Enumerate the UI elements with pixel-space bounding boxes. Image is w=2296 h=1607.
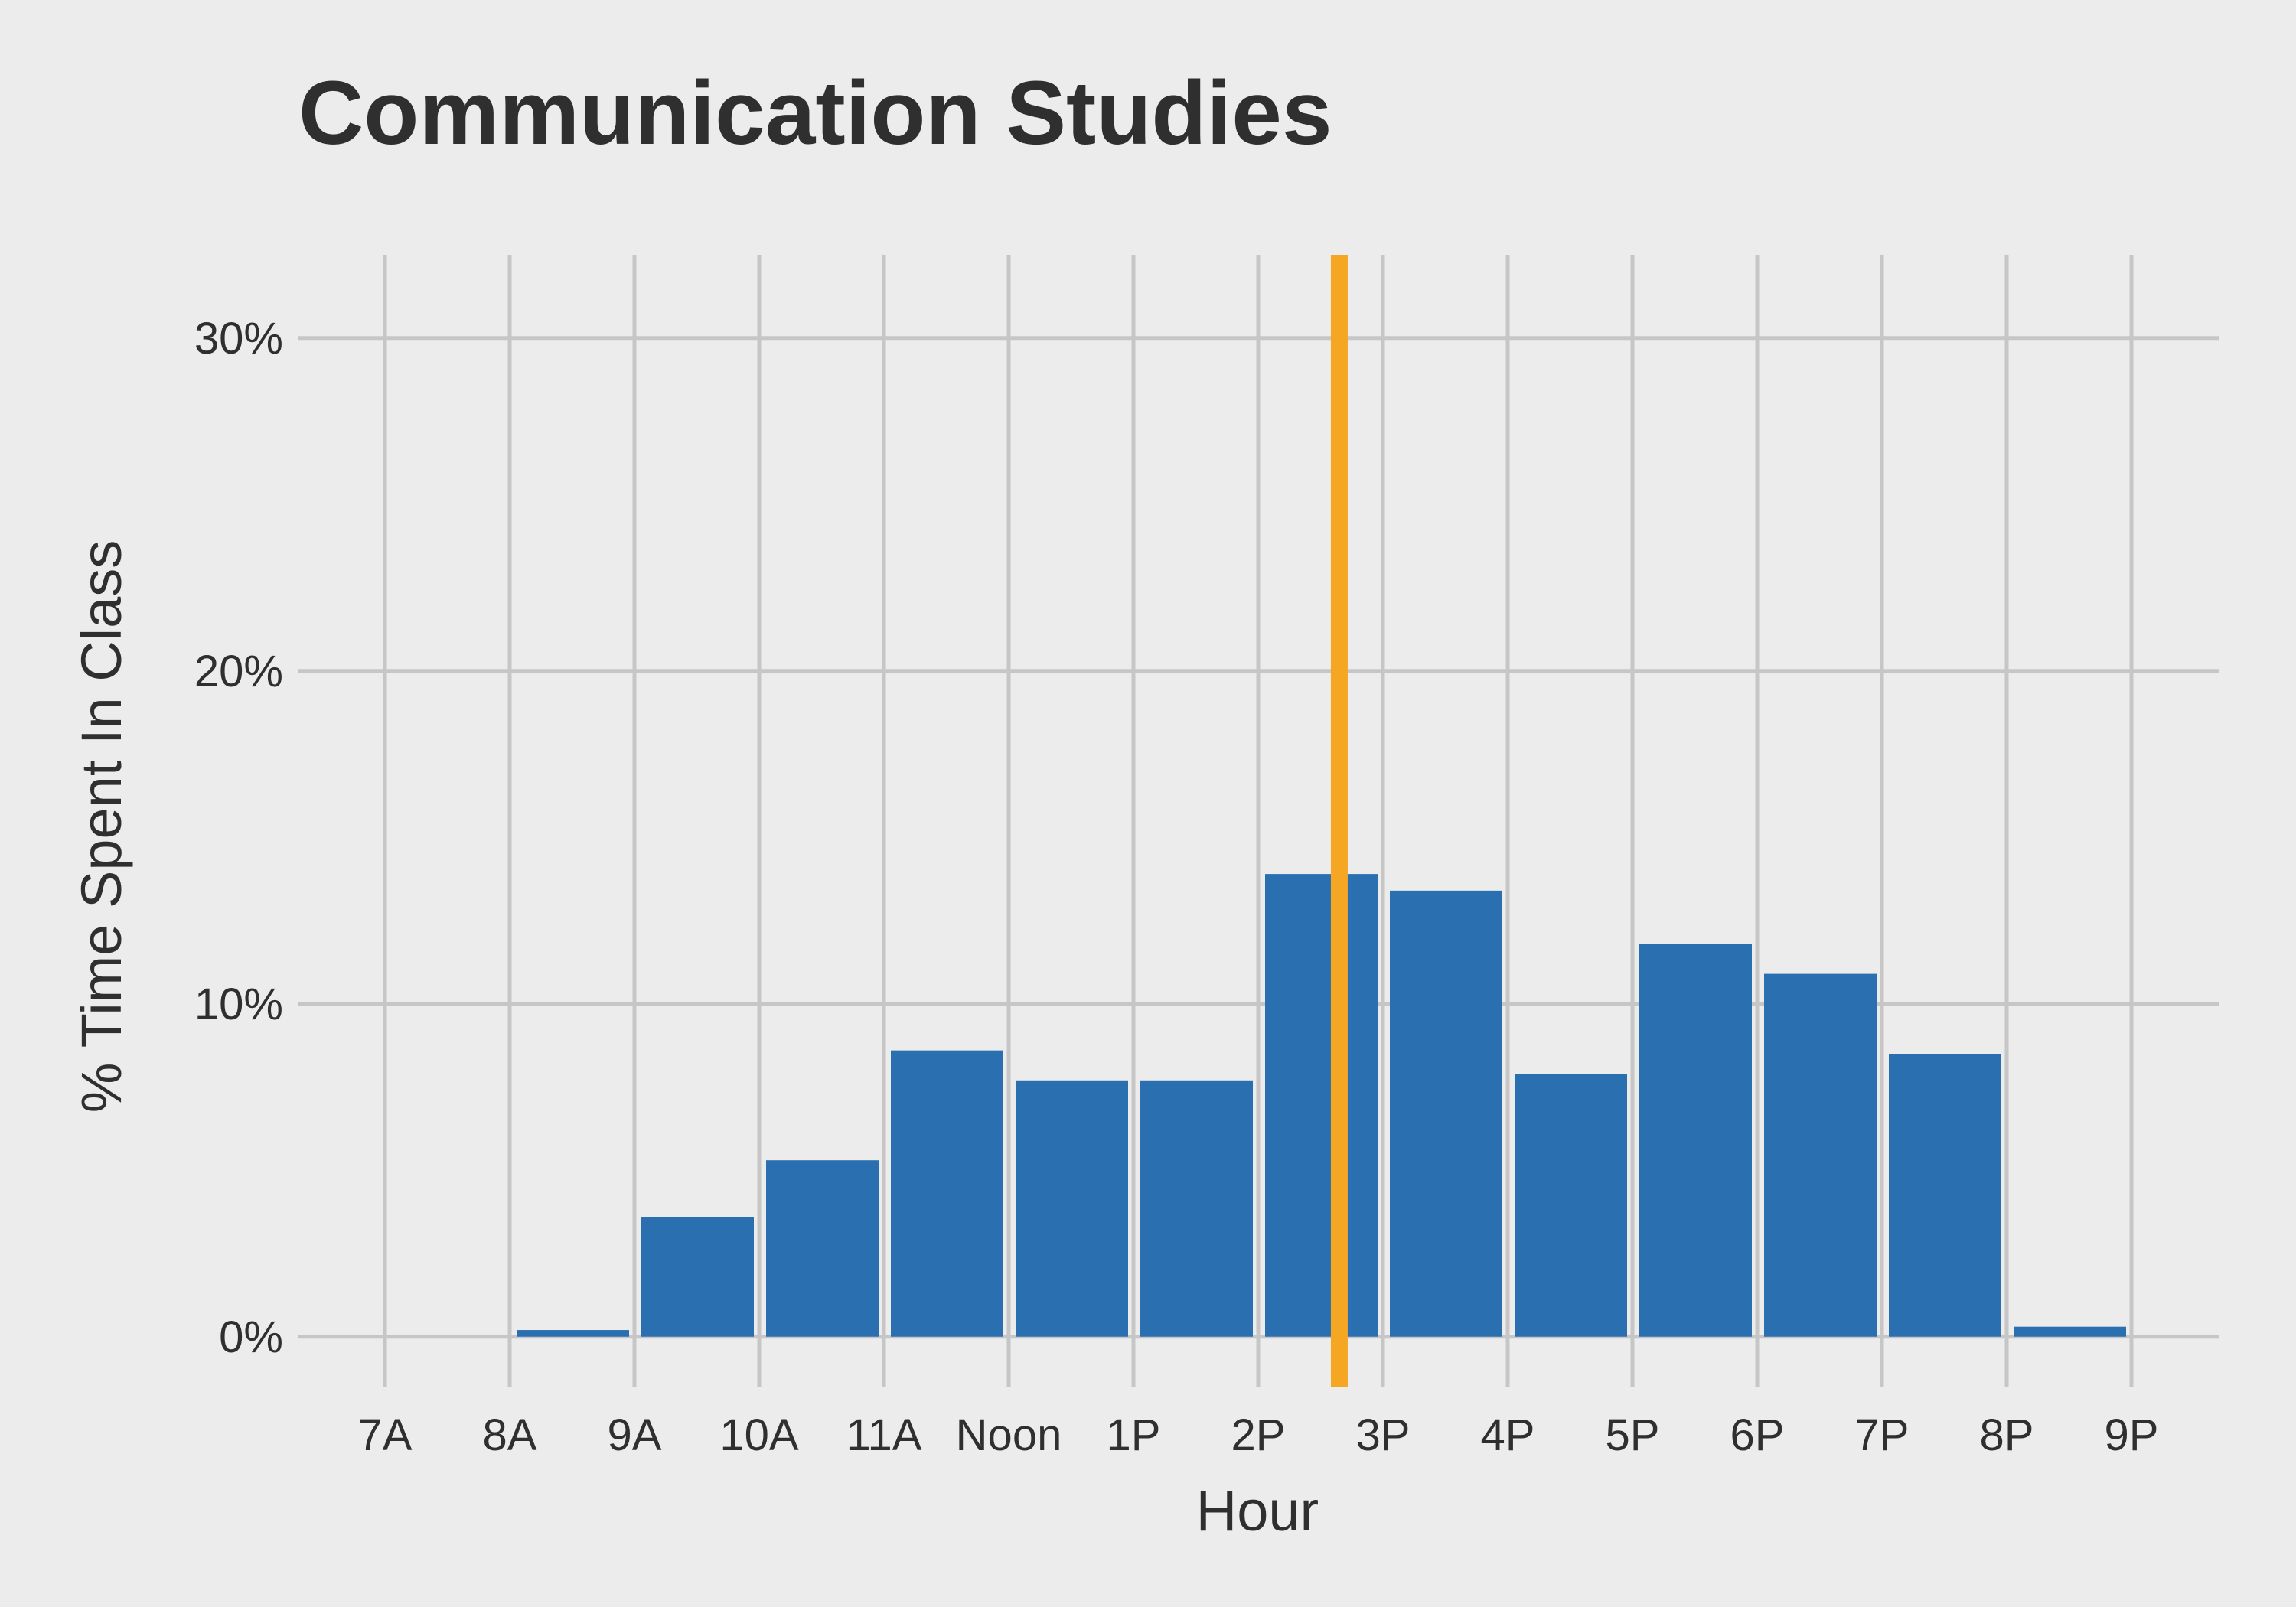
bar — [766, 1160, 879, 1337]
x-tick-label: 4P — [1481, 1410, 1535, 1460]
x-axis-title: Hour — [1196, 1479, 1319, 1543]
x-tick-label: 7P — [1855, 1410, 1910, 1460]
bars — [517, 874, 2126, 1337]
bar — [641, 1217, 754, 1337]
grid — [298, 255, 2219, 1387]
y-axis-title: % Time Spent In Class — [70, 540, 133, 1113]
x-tick-label: 6P — [1730, 1410, 1785, 1460]
bar — [1016, 1080, 1128, 1337]
y-tick-label: 10% — [194, 980, 283, 1029]
x-tick-label: 10A — [719, 1410, 799, 1460]
y-tick-label: 0% — [219, 1312, 283, 1362]
x-tick-label: 9A — [608, 1410, 662, 1460]
x-tick-label: 8P — [1980, 1410, 2034, 1460]
bar — [1889, 1054, 2001, 1337]
bar — [891, 1050, 1003, 1337]
x-tick-label: 11A — [846, 1410, 922, 1460]
x-axis: 7A 8A 9A 10A 11A Noon 1P 2P 3P 4P 5P 6P 7P 8P 9P — [358, 1410, 2159, 1460]
x-tick-label: 9P — [2105, 1410, 2159, 1460]
bar — [1639, 944, 1752, 1337]
x-tick-label: Noon — [956, 1410, 1062, 1460]
x-tick-label: 8A — [483, 1410, 537, 1460]
bar — [1515, 1074, 1627, 1337]
x-tick-label: 1P — [1107, 1410, 1161, 1460]
chart-title: Communication Studies — [298, 63, 1332, 164]
x-tick-label: 7A — [358, 1410, 413, 1460]
bar — [517, 1330, 629, 1337]
x-tick-label: 2P — [1231, 1410, 1286, 1460]
x-tick-label: 5P — [1606, 1410, 1660, 1460]
y-axis: 0% 10% 20% 30% — [194, 314, 283, 1362]
y-tick-label: 20% — [194, 647, 283, 696]
bar — [1764, 973, 1877, 1337]
bar — [1390, 890, 1502, 1337]
bar — [1140, 1080, 1253, 1337]
bar — [2014, 1326, 2126, 1337]
bar — [1265, 874, 1378, 1337]
x-tick-label: 3P — [1356, 1410, 1411, 1460]
y-tick-label: 30% — [194, 314, 283, 363]
